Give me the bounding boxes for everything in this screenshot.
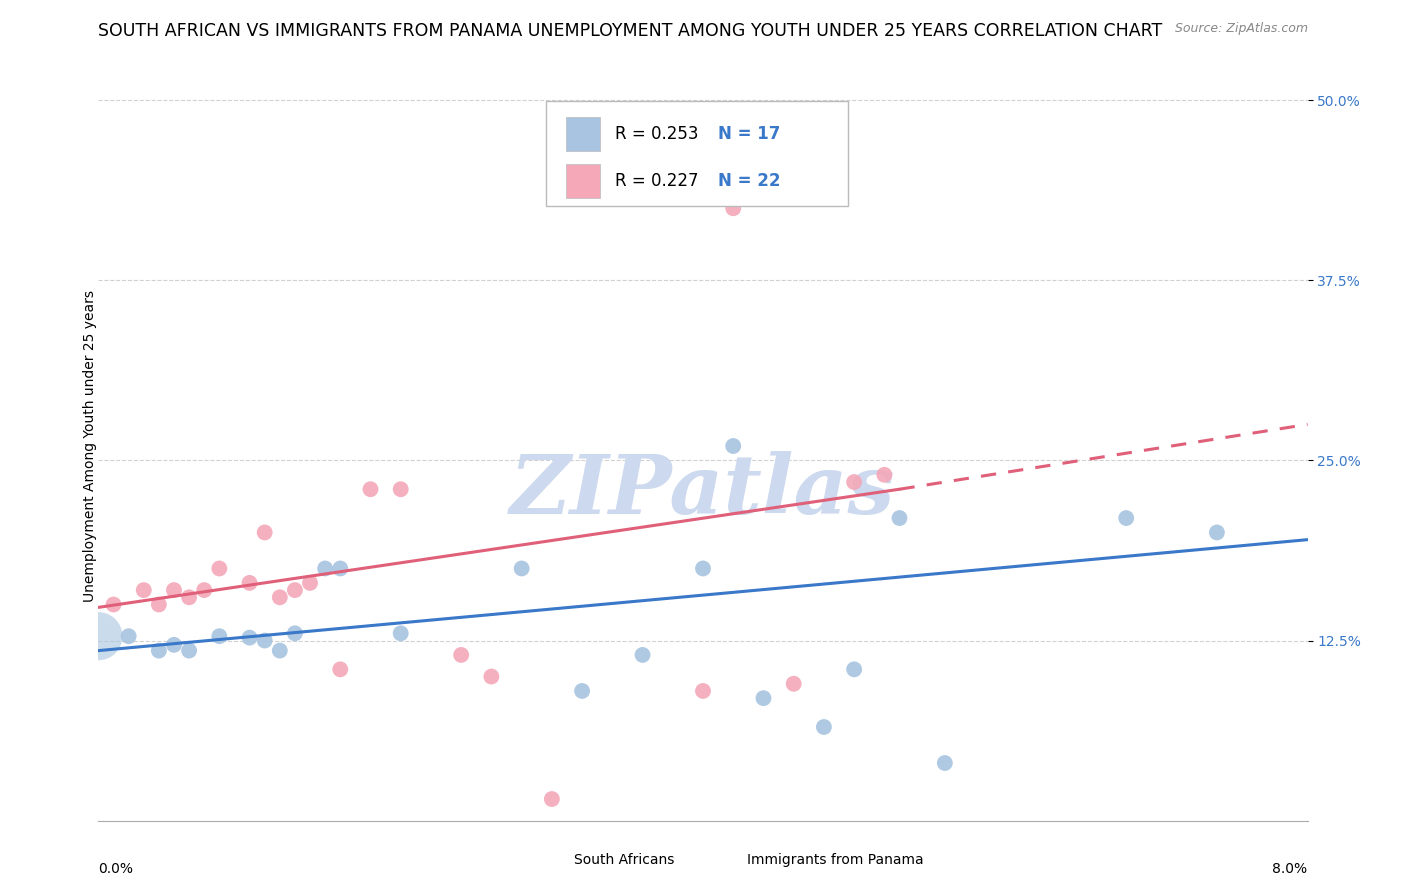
Point [284,583,307,598]
Text: ZIPatlas: ZIPatlas [510,451,896,531]
Point [813,720,835,734]
Point [103,598,125,612]
Point [269,643,291,657]
FancyBboxPatch shape [540,845,567,873]
Text: R = 0.253: R = 0.253 [614,125,714,144]
Point [692,561,714,575]
Text: SOUTH AFRICAN VS IMMIGRANTS FROM PANAMA UNEMPLOYMENT AMONG YOUTH UNDER 25 YEARS : SOUTH AFRICAN VS IMMIGRANTS FROM PANAMA … [98,22,1163,40]
Point [239,631,262,645]
FancyBboxPatch shape [546,102,848,206]
Point [540,792,562,806]
Point [844,662,866,676]
Point [889,511,911,525]
Point [148,643,170,657]
Point [239,575,262,590]
Point [284,626,307,640]
Point [510,561,533,575]
FancyBboxPatch shape [567,164,600,198]
Point [571,684,593,698]
Text: N = 22: N = 22 [717,172,780,190]
Point [873,467,896,482]
Text: N = 17: N = 17 [717,125,780,144]
Point [299,575,322,590]
Point [360,482,382,496]
Point [163,638,186,652]
Point [934,756,956,770]
Point [179,643,201,657]
Point [118,629,141,643]
Point [329,561,352,575]
Point [752,691,775,706]
Point [844,475,866,489]
Y-axis label: Unemployment Among Youth under 25 years: Unemployment Among Youth under 25 years [83,290,97,602]
Point [692,684,714,698]
Point [208,561,231,575]
Point [314,561,336,575]
Point [1206,525,1229,540]
Point [661,165,683,179]
Point [723,201,745,215]
Point [148,598,170,612]
FancyBboxPatch shape [567,118,600,151]
Point [481,669,503,683]
Point [208,629,231,643]
Text: 8.0%: 8.0% [1272,862,1308,876]
Point [87,629,110,643]
Point [631,648,654,662]
Text: 0.0%: 0.0% [98,862,134,876]
Point [253,525,276,540]
Text: South Africans: South Africans [574,853,673,867]
Point [179,591,201,605]
Text: Source: ZipAtlas.com: Source: ZipAtlas.com [1174,22,1308,36]
Text: R = 0.227: R = 0.227 [614,172,714,190]
Point [1115,511,1137,525]
Point [329,662,352,676]
Point [269,591,291,605]
Point [450,648,472,662]
Text: Immigrants from Panama: Immigrants from Panama [747,853,924,867]
Point [193,583,215,598]
Point [389,626,412,640]
Point [783,677,806,691]
Point [163,583,186,598]
Point [253,633,276,648]
Point [389,482,412,496]
Point [132,583,155,598]
FancyBboxPatch shape [713,845,740,873]
Point [723,439,745,453]
